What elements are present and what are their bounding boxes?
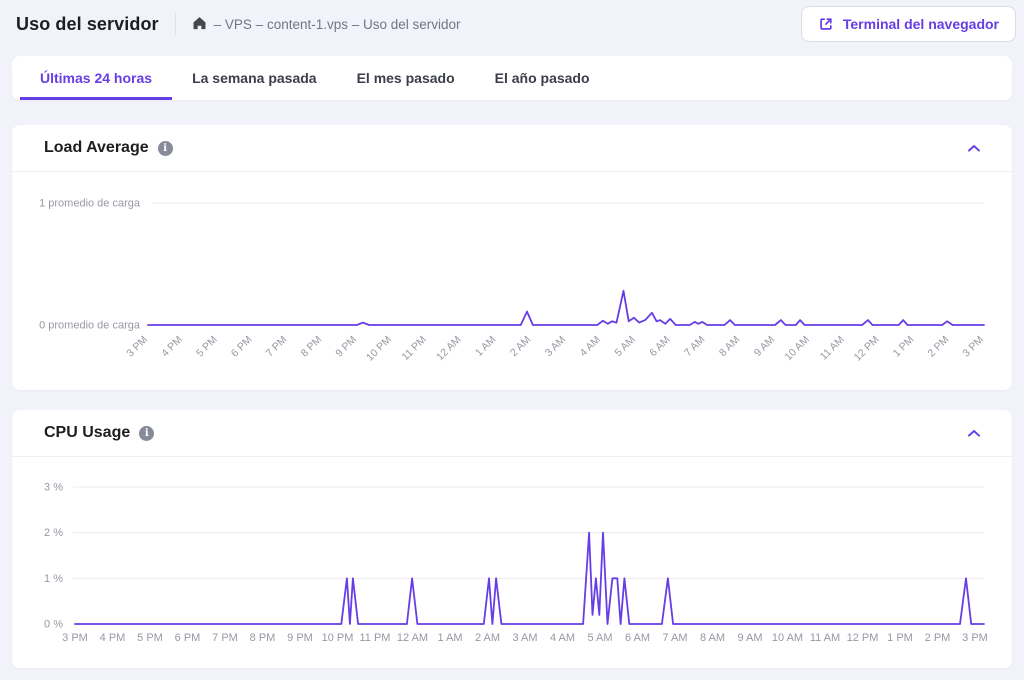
load-average-title: Load Average [44, 139, 149, 156]
svg-text:3 PM: 3 PM [62, 632, 88, 644]
svg-text:6 PM: 6 PM [175, 632, 201, 644]
cpu-usage-header: CPU Usage i [12, 410, 1012, 457]
tab-last-week[interactable]: La semana pasada [192, 70, 317, 86]
load-average-chart: 0 promedio de carga 1 promedio de carga 3 … [39, 198, 986, 364]
svg-text:1 %: 1 % [44, 573, 63, 585]
svg-text:7 PM: 7 PM [264, 334, 290, 360]
terminal-button-label: Terminal del navegador [842, 16, 999, 32]
svg-text:0 %: 0 % [44, 619, 63, 631]
svg-text:10 PM: 10 PM [322, 632, 354, 644]
svg-text:2 AM: 2 AM [475, 632, 500, 644]
svg-text:11 PM: 11 PM [360, 632, 391, 644]
home-icon[interactable] [192, 16, 207, 30]
svg-text:6 AM: 6 AM [647, 334, 672, 359]
svg-text:3 PM: 3 PM [962, 632, 988, 644]
svg-text:8 PM: 8 PM [298, 334, 324, 360]
cpu-usage-chart: 0 % 1 % 2 % 3 % 3 PM 4 PM 5 PM 6 PM 7 PM 8 PM 9 PM… [44, 482, 988, 645]
time-range-tabs: Últimas 24 horas La semana pasada El mes… [12, 56, 1012, 100]
svg-text:6 PM: 6 PM [229, 334, 255, 360]
svg-text:7 AM: 7 AM [662, 632, 687, 644]
svg-text:9 AM: 9 AM [752, 334, 777, 359]
svg-text:10 AM: 10 AM [772, 632, 803, 644]
svg-text:9 AM: 9 AM [737, 632, 762, 644]
svg-text:6 AM: 6 AM [625, 632, 650, 644]
svg-text:1 AM: 1 AM [473, 334, 498, 359]
svg-text:7 AM: 7 AM [682, 334, 707, 359]
svg-text:3 PM: 3 PM [960, 334, 986, 360]
svg-text:4 AM: 4 AM [578, 334, 603, 359]
page-header: Uso del servidor – VPS – content-1.vps –… [0, 0, 1024, 48]
svg-text:2 PM: 2 PM [925, 334, 951, 360]
svg-text:2 AM: 2 AM [508, 334, 533, 359]
tab-last-month[interactable]: El mes pasado [356, 70, 455, 86]
svg-text:1 AM: 1 AM [437, 632, 462, 644]
svg-text:5 AM: 5 AM [612, 334, 637, 359]
svg-text:3 %: 3 % [44, 482, 63, 494]
svg-text:11 AM: 11 AM [810, 632, 840, 644]
svg-text:4 PM: 4 PM [159, 334, 185, 360]
svg-text:12 PM: 12 PM [847, 632, 879, 644]
breadcrumb: – VPS – content-1.vps – Uso del servidor [192, 17, 461, 32]
svg-text:10 PM: 10 PM [364, 334, 394, 364]
svg-text:4 AM: 4 AM [550, 632, 575, 644]
page-title: Uso del servidor [16, 13, 159, 34]
svg-text:2 %: 2 % [44, 527, 63, 539]
cpu-usage-title: CPU Usage [44, 424, 131, 441]
svg-text:7 PM: 7 PM [212, 632, 238, 644]
info-icon[interactable]: i [157, 140, 173, 156]
svg-text:8 AM: 8 AM [717, 334, 742, 359]
load-average-header: Load Average i [12, 125, 1012, 172]
info-icon[interactable]: i [139, 425, 155, 441]
svg-text:9 PM: 9 PM [287, 632, 313, 644]
svg-text:2 PM: 2 PM [925, 632, 951, 644]
svg-text:3 AM: 3 AM [512, 632, 537, 644]
tab-last-year[interactable]: El año pasado [494, 70, 590, 86]
svg-text:1 PM: 1 PM [891, 334, 917, 360]
svg-text:5 PM: 5 PM [137, 632, 163, 644]
svg-text:5 AM: 5 AM [587, 632, 612, 644]
svg-text:11 AM: 11 AM [818, 334, 847, 363]
cpu-usage-panel: CPU Usage i 0 % 1 % 2 % 3 % 3 PM 4 PM 5 PM 6 PM… [12, 410, 1012, 668]
load-average-panel: Load Average i 0 promedio de carga 1 prom… [12, 125, 1012, 390]
svg-text:5 PM: 5 PM [194, 334, 220, 360]
svg-text:11 PM: 11 PM [399, 334, 428, 363]
svg-text:12 PM: 12 PM [852, 334, 882, 364]
svg-text:1 PM: 1 PM [887, 632, 913, 644]
chevron-up-icon[interactable] [964, 426, 984, 441]
svg-text:1 promedio de carga: 1 promedio de carga [39, 198, 141, 210]
header-divider [174, 12, 176, 36]
terminal-button[interactable]: Terminal del navegador [800, 6, 1016, 42]
svg-text:9 PM: 9 PM [333, 334, 359, 360]
tab-last-24-hours[interactable]: Últimas 24 horas [20, 56, 173, 100]
svg-text:12 AM: 12 AM [434, 334, 464, 364]
svg-text:8 AM: 8 AM [700, 632, 725, 644]
svg-text:8 PM: 8 PM [250, 632, 276, 644]
external-link-icon [818, 16, 834, 32]
svg-text:3 PM: 3 PM [124, 334, 150, 360]
svg-text:4 PM: 4 PM [100, 632, 126, 644]
svg-text:12 AM: 12 AM [397, 632, 428, 644]
breadcrumb-path: – VPS – content-1.vps – Uso del servidor [213, 16, 461, 32]
svg-text:0 promedio de carga: 0 promedio de carga [39, 320, 141, 332]
svg-text:3 AM: 3 AM [543, 334, 568, 359]
chevron-up-icon[interactable] [964, 141, 984, 156]
svg-text:10 AM: 10 AM [782, 334, 812, 364]
